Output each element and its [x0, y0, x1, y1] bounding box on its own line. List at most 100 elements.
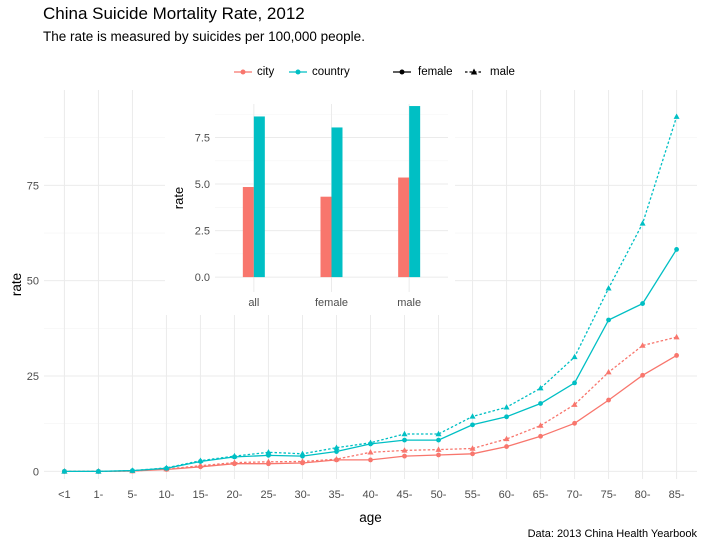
x-tick-label: 75-: [601, 489, 617, 501]
x-tick-label: 5-: [128, 489, 138, 501]
y-axis-title: rate: [9, 273, 24, 296]
inset-y-tick-label: 7.5: [195, 133, 210, 145]
data-point-country-male: [95, 468, 102, 474]
inset-y-tick-label: 0.0: [195, 272, 210, 284]
data-point-city-male: [299, 458, 306, 464]
data-point-country-male: [163, 464, 170, 471]
inset-bar-plot: 0.0 2.5 5.0 7.5 all female male rate: [165, 88, 455, 315]
data-point-country-female: [334, 449, 339, 454]
x-tick-label: 10-: [158, 489, 174, 501]
x-tick-label: 35-: [329, 489, 345, 501]
y-tick-label: 50: [27, 276, 39, 288]
data-point-city-male: [639, 342, 646, 348]
data-point-country-male: [299, 450, 306, 457]
legend-key-male-icon: [465, 68, 483, 75]
data-point-country-male: [605, 285, 612, 291]
inset-x-tick-label: female: [315, 297, 348, 309]
legend-label-female: female: [418, 66, 453, 78]
data-point-city-male: [571, 401, 578, 407]
bar-country-male: [409, 106, 421, 278]
data-point-city-male: [333, 455, 340, 462]
data-point-city-female: [470, 451, 475, 457]
data-point-country-male: [61, 468, 68, 474]
data-point-country-female: [640, 301, 645, 306]
x-tick-label: 40-: [363, 489, 379, 501]
data-point-city-male: [605, 369, 612, 375]
data-point-city-female: [538, 433, 543, 439]
data-point-city-female: [640, 372, 645, 378]
data-point-country-female: [674, 247, 679, 252]
data-point-country-female: [470, 422, 475, 428]
data-point-country-male: [673, 113, 680, 119]
x-tick-label: 85-: [669, 489, 685, 501]
legend-label-male: male: [490, 66, 515, 78]
data-point-country-male: [639, 220, 646, 226]
data-point-city-female: [572, 420, 577, 426]
data-point-country-male: [333, 444, 340, 450]
data-point-country-female: [606, 317, 611, 323]
x-tick-label: 20-: [227, 489, 243, 501]
data-point-city-female: [436, 452, 441, 458]
data-point-city-male: [435, 446, 442, 452]
x-tick-label: 1-: [94, 489, 104, 501]
y-tick-label: 0: [33, 466, 39, 478]
bar-city-all: [242, 187, 254, 278]
inset-y-tick-label: 5.0: [195, 179, 210, 191]
data-point-country-male: [129, 467, 136, 473]
chart-title: China Suicide Mortality Rate, 2012: [43, 4, 305, 23]
x-tick-label: 25-: [261, 489, 277, 501]
x-tick-label: 80-: [635, 489, 651, 501]
x-tick-label: 60-: [499, 489, 515, 501]
data-point-city-male: [231, 459, 238, 465]
x-axis-title: age: [359, 510, 382, 525]
data-point-country-female: [572, 380, 577, 386]
legend-item-city: city: [232, 63, 274, 81]
data-point-city-male: [265, 458, 272, 465]
data-point-country-male: [367, 439, 374, 445]
data-point-city-male: [197, 462, 204, 468]
data-point-city-female: [674, 353, 679, 358]
data-point-city-male: [673, 333, 680, 340]
inset-x-tick-label: all: [248, 297, 259, 309]
data-point-country-male: [231, 452, 238, 459]
data-point-country-male: [197, 457, 204, 463]
data-point-city-male: [537, 422, 544, 428]
legend: city country female male: [0, 63, 705, 81]
x-tick-label: 45-: [397, 489, 413, 501]
x-tick-label: 30-: [295, 489, 311, 501]
data-point-country-male: [537, 385, 544, 391]
chart-subtitle: The rate is measured by suicides per 100…: [43, 29, 365, 44]
legend-key-female-icon: [393, 69, 411, 75]
data-point-city-female: [504, 444, 509, 449]
x-tick-label: 55-: [465, 489, 481, 501]
data-point-country-male: [571, 353, 578, 360]
data-point-city-female: [402, 453, 407, 459]
x-tick-label: <1: [58, 489, 71, 501]
x-tick-label: 50-: [431, 489, 447, 501]
data-point-country-male: [435, 430, 442, 437]
legend-label-city: city: [257, 66, 275, 78]
data-point-city-female: [368, 457, 373, 463]
bar-city-male: [398, 177, 410, 278]
data-point-country-male: [469, 413, 476, 419]
data-point-city-male: [367, 449, 374, 455]
data-point-country-female: [436, 437, 441, 443]
x-tick-label: 70-: [567, 489, 583, 501]
legend-item-male: male: [463, 63, 515, 81]
legend-key-city-icon: [234, 69, 252, 75]
x-tick-label: 15-: [192, 489, 208, 501]
data-point-city-female: [606, 397, 611, 403]
legend-item-female: female: [391, 63, 453, 81]
data-point-country-male: [503, 404, 510, 410]
data-point-country-female: [538, 401, 543, 406]
data-point-country-male: [401, 430, 408, 437]
data-point-country-female: [402, 437, 407, 443]
inset-x-tick-label: male: [397, 297, 421, 309]
bar-city-female: [320, 196, 332, 278]
legend-item-country: country: [287, 63, 350, 81]
inset-y-tick-label: 2.5: [195, 226, 210, 238]
data-point-city-male: [469, 445, 476, 451]
legend-key-country-icon: [289, 69, 307, 75]
y-tick-label: 25: [27, 371, 39, 383]
